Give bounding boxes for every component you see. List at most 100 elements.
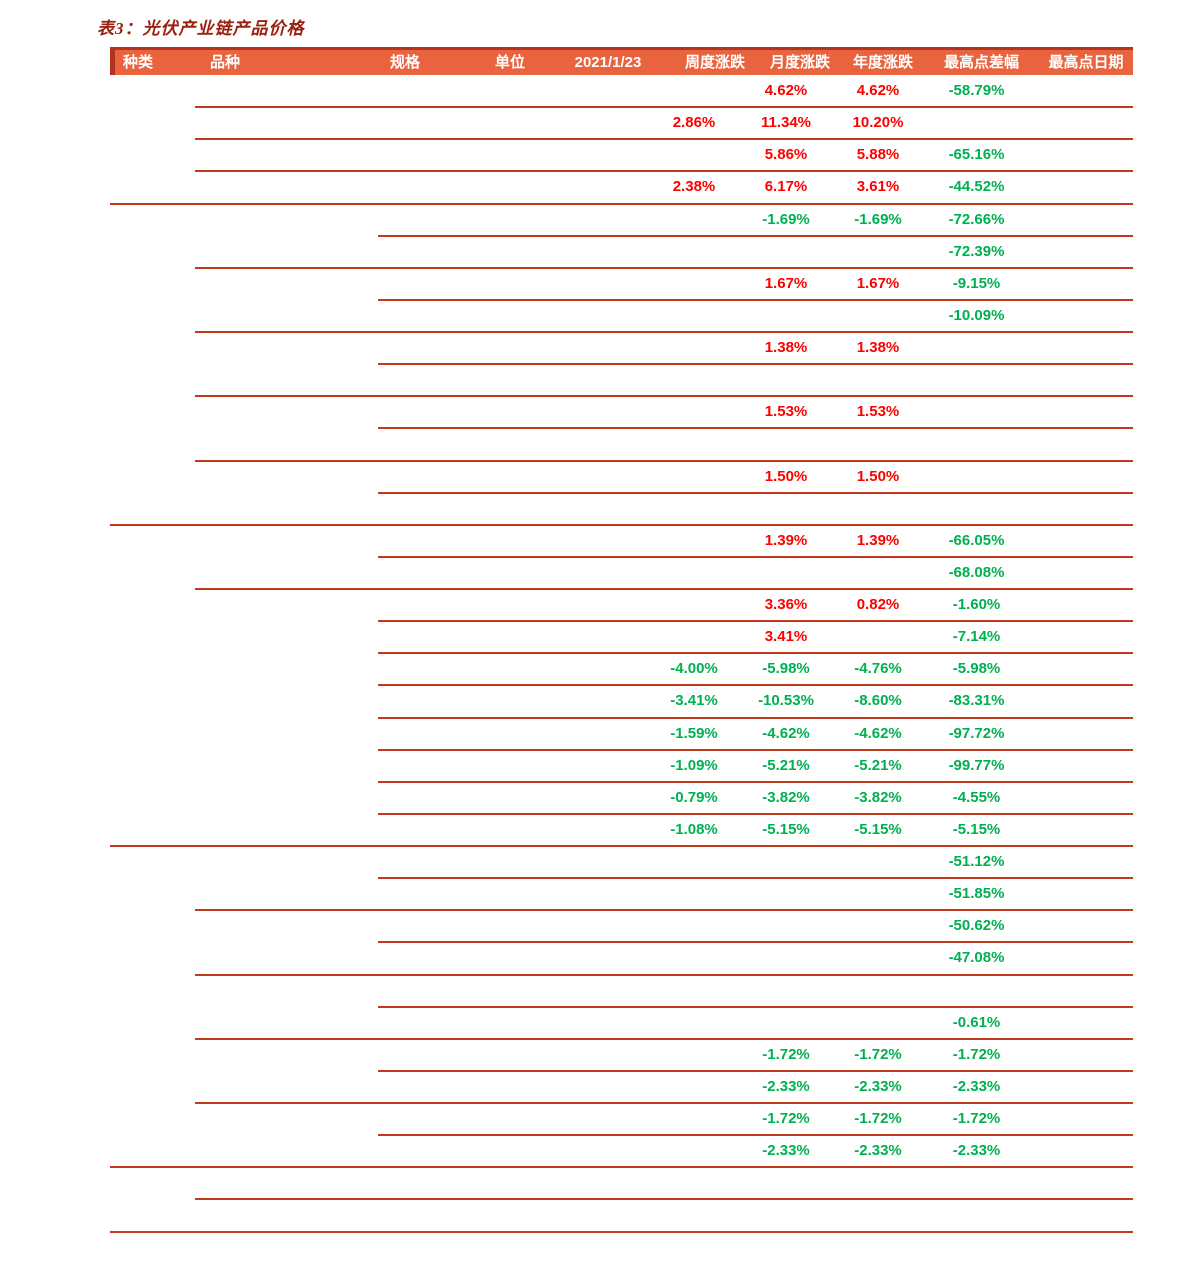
cell-variety bbox=[195, 782, 378, 814]
cell-peak_diff: -72.66% bbox=[948, 210, 1005, 228]
cell-variety bbox=[195, 1071, 378, 1103]
cell-category bbox=[110, 910, 195, 942]
cell-peak_date bbox=[1029, 685, 1133, 717]
cell-weekly bbox=[648, 364, 740, 396]
cell-unit bbox=[483, 1103, 558, 1135]
cell-unit bbox=[483, 300, 558, 332]
cell-category bbox=[110, 139, 195, 171]
cell-peak_diff: -5.15% bbox=[952, 820, 1001, 838]
cell-category bbox=[110, 1039, 195, 1071]
cell-spec bbox=[378, 300, 483, 332]
cell-unit bbox=[483, 589, 558, 621]
cell-variety bbox=[195, 428, 378, 460]
cell-variety bbox=[195, 621, 378, 653]
cell-unit bbox=[483, 1167, 558, 1199]
cell-unit bbox=[483, 171, 558, 203]
cell-unit bbox=[483, 1007, 558, 1039]
cell-variety bbox=[195, 75, 378, 107]
cell-peak_date bbox=[1029, 107, 1133, 139]
cell-yearly bbox=[832, 846, 924, 878]
cell-peak_diff: -50.62% bbox=[948, 917, 1005, 935]
cell-monthly: -2.33% bbox=[762, 1142, 810, 1160]
cell-price bbox=[558, 814, 648, 846]
cell-spec bbox=[378, 396, 483, 428]
cell-weekly: -0.79% bbox=[670, 788, 718, 806]
cell-spec bbox=[378, 718, 483, 750]
table-row: -0.61% bbox=[110, 1007, 1133, 1040]
cell-peak_date bbox=[1029, 910, 1133, 942]
cell-peak_date bbox=[1029, 204, 1133, 236]
cell-peak_diff: -66.05% bbox=[948, 531, 1005, 549]
cell-price bbox=[558, 878, 648, 910]
cell-unit bbox=[483, 268, 558, 300]
cell-price bbox=[558, 621, 648, 653]
cell-price bbox=[558, 782, 648, 814]
cell-peak_diff: -68.08% bbox=[948, 563, 1005, 581]
column-header-price-date: 2021/1/23 bbox=[574, 54, 642, 71]
table-row: 3.41% -7.14% bbox=[110, 621, 1133, 655]
cell-price bbox=[558, 718, 648, 750]
row-separator-line bbox=[378, 620, 1133, 623]
row-separator-line bbox=[378, 877, 1133, 880]
cell-spec bbox=[378, 1007, 483, 1039]
cell-yearly bbox=[832, 975, 924, 1007]
table-row: 1.50% 1.50% bbox=[110, 461, 1133, 494]
cell-category bbox=[110, 557, 195, 589]
cell-peak_date bbox=[1029, 332, 1133, 364]
row-separator-line bbox=[110, 1166, 1133, 1169]
cell-weekly bbox=[648, 493, 740, 525]
cell-yearly: 1.67% bbox=[856, 274, 900, 292]
cell-peak_diff bbox=[924, 1199, 1029, 1231]
cell-peak_diff bbox=[924, 461, 1029, 493]
cell-variety bbox=[195, 1167, 378, 1199]
cell-variety bbox=[195, 1039, 378, 1071]
cell-price bbox=[558, 268, 648, 300]
cell-weekly bbox=[648, 139, 740, 171]
cell-spec bbox=[378, 1199, 483, 1231]
cell-spec bbox=[378, 428, 483, 460]
cell-price bbox=[558, 107, 648, 139]
table-row bbox=[110, 1199, 1133, 1233]
cell-monthly: 1.38% bbox=[764, 339, 808, 356]
table-row bbox=[110, 428, 1133, 462]
cell-category bbox=[110, 1007, 195, 1039]
cell-category bbox=[110, 1199, 195, 1231]
cell-category bbox=[110, 493, 195, 525]
cell-monthly: 11.34% bbox=[760, 114, 812, 132]
cell-yearly: -3.82% bbox=[854, 788, 902, 806]
cell-yearly: -2.33% bbox=[854, 1077, 902, 1095]
column-header-weekly-change: 周度涨跌 bbox=[684, 54, 745, 71]
cell-yearly: -2.33% bbox=[854, 1142, 902, 1160]
cell-variety bbox=[195, 493, 378, 525]
cell-variety bbox=[195, 589, 378, 621]
cell-peak_date bbox=[1029, 1167, 1133, 1199]
cell-spec bbox=[378, 782, 483, 814]
cell-yearly: 1.38% bbox=[856, 339, 900, 356]
row-separator-line bbox=[195, 459, 1133, 462]
cell-weekly bbox=[648, 1167, 740, 1199]
cell-weekly bbox=[648, 1071, 740, 1103]
row-separator-line bbox=[378, 716, 1133, 719]
cell-monthly: 3.36% bbox=[764, 596, 808, 613]
cell-peak_diff: -83.31% bbox=[948, 692, 1005, 710]
cell-peak_date bbox=[1029, 1071, 1133, 1103]
cell-yearly: -4.76% bbox=[854, 660, 902, 678]
table-row: -47.08% bbox=[110, 942, 1133, 976]
table-row: -1.09% -5.21% -5.21% -99.77% bbox=[110, 750, 1133, 783]
cell-yearly bbox=[832, 1199, 924, 1231]
cell-spec bbox=[378, 332, 483, 364]
cell-weekly bbox=[648, 204, 740, 236]
column-header-variety: 品种 bbox=[210, 54, 241, 71]
cell-price bbox=[558, 75, 648, 107]
cell-category bbox=[110, 653, 195, 685]
cell-category bbox=[110, 878, 195, 910]
cell-monthly bbox=[740, 975, 832, 1007]
cell-category bbox=[110, 846, 195, 878]
cell-unit bbox=[483, 621, 558, 653]
cell-variety bbox=[195, 557, 378, 589]
cell-yearly: 1.50% bbox=[856, 467, 900, 485]
cell-weekly bbox=[648, 396, 740, 428]
cell-unit bbox=[483, 750, 558, 782]
cell-variety bbox=[195, 364, 378, 396]
cell-peak_date bbox=[1029, 846, 1133, 878]
